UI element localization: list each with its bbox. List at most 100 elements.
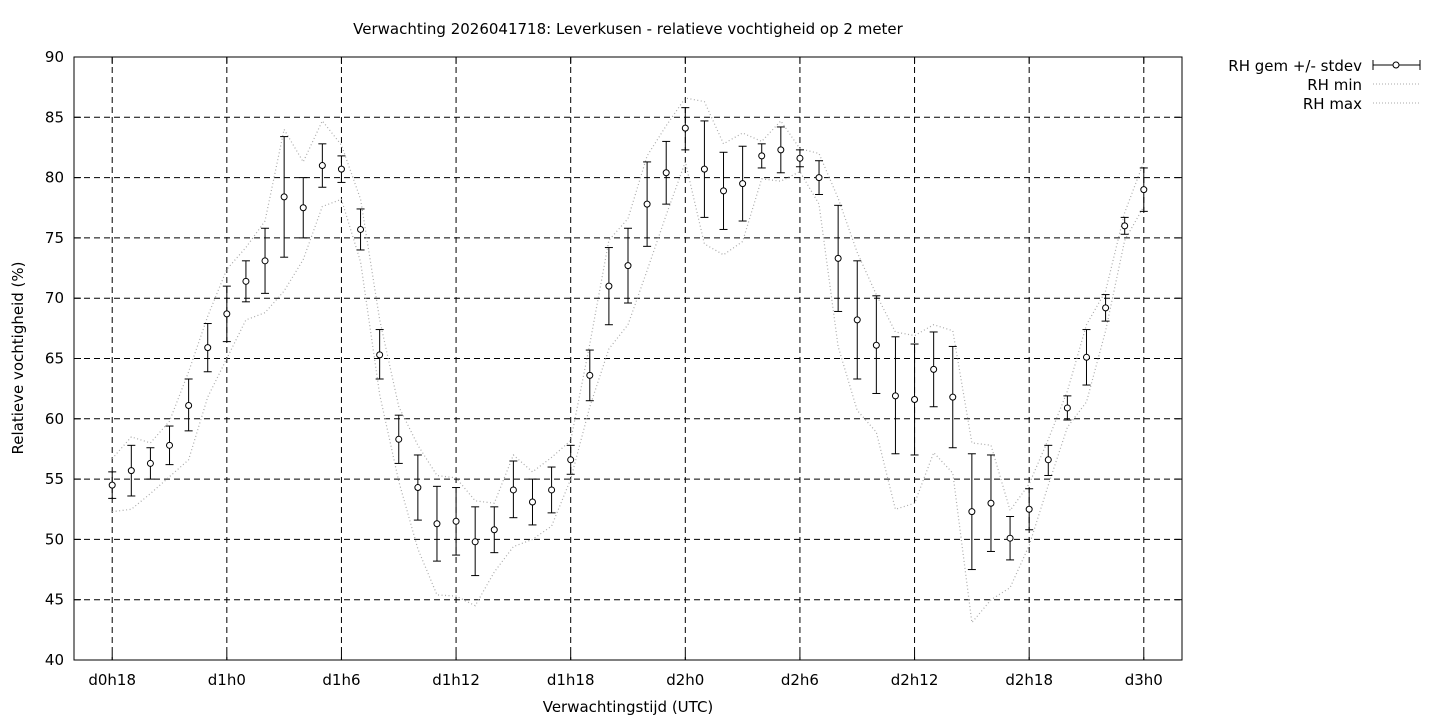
errorbar-point xyxy=(662,140,671,205)
mean-marker xyxy=(452,517,460,525)
mean-marker xyxy=(1121,222,1129,230)
mean-marker xyxy=(968,508,976,516)
legend: RH gem +/- stdev RH min RH max xyxy=(1228,57,1421,113)
y-tick-label: 85 xyxy=(45,108,64,126)
errorbar-point xyxy=(891,336,900,455)
mean-marker xyxy=(1082,353,1090,361)
errorbar-point xyxy=(604,247,613,326)
errorbar-point xyxy=(432,485,441,562)
axis-ticks xyxy=(74,56,1182,661)
mean-marker xyxy=(815,174,823,182)
chart-title: Verwachting 2026041718: Leverkusen - rel… xyxy=(353,20,904,38)
errorbar-point xyxy=(1139,167,1148,212)
mean-marker xyxy=(509,486,517,494)
mean-marker xyxy=(891,392,899,400)
errorbar-point xyxy=(394,414,403,464)
errorbar-point xyxy=(967,453,976,571)
y-tick-label: 80 xyxy=(45,169,64,187)
errorbar-point xyxy=(146,447,155,480)
x-tick-label: d2h12 xyxy=(891,671,939,689)
x-tick-label: d0h18 xyxy=(88,671,136,689)
mean-marker xyxy=(261,257,269,265)
mean-marker xyxy=(166,441,174,449)
errorbar-point xyxy=(528,478,537,526)
mean-marker xyxy=(280,193,288,201)
errorbar-point xyxy=(1063,395,1072,421)
errorbar-point xyxy=(738,145,747,222)
errorbar-point xyxy=(108,471,117,499)
y-tick-label: 55 xyxy=(45,470,64,488)
mean-marker xyxy=(357,225,365,233)
x-tick-label: d3h0 xyxy=(1125,671,1163,689)
errorbar-point xyxy=(643,161,652,247)
errorbar-series xyxy=(108,107,1148,577)
errorbar-point xyxy=(184,378,193,432)
y-tick-label: 50 xyxy=(45,530,64,548)
mean-marker xyxy=(1006,534,1014,542)
errorbar-point xyxy=(853,260,862,380)
x-tick-label: d2h6 xyxy=(781,671,819,689)
mean-marker xyxy=(624,262,632,270)
errorbar-point xyxy=(1025,488,1034,531)
mean-marker xyxy=(662,169,670,177)
errorbar-point xyxy=(356,208,365,251)
errorbar-point xyxy=(241,260,250,303)
mean-marker xyxy=(720,187,728,195)
mean-marker xyxy=(127,467,135,475)
errorbar-point xyxy=(681,107,690,151)
mean-marker xyxy=(1102,304,1110,312)
x-tick-label: d1h0 xyxy=(208,671,246,689)
legend-label-rh-min: RH min xyxy=(1307,76,1362,94)
mean-marker xyxy=(185,402,193,410)
errorbar-point xyxy=(757,143,766,169)
y-tick-label: 75 xyxy=(45,229,64,247)
x-tick-label: d1h6 xyxy=(322,671,360,689)
errorbar-point xyxy=(700,120,709,218)
mean-marker xyxy=(471,538,479,546)
x-tick-label: d1h12 xyxy=(432,671,480,689)
errorbar-point xyxy=(1120,216,1129,235)
errorbar-point xyxy=(471,506,480,577)
mean-marker xyxy=(911,396,919,404)
mean-marker xyxy=(758,152,766,160)
x-tick-label: d2h18 xyxy=(1005,671,1053,689)
mean-marker xyxy=(1025,505,1033,513)
mean-marker xyxy=(834,254,842,262)
errorbar-point xyxy=(490,506,499,554)
errorbar-point xyxy=(1101,294,1110,322)
errorbar-point xyxy=(910,343,919,456)
mean-marker xyxy=(796,154,804,162)
mean-marker xyxy=(987,499,995,507)
x-axis-label: Verwachtingstijd (UTC) xyxy=(543,698,714,716)
y-tick-labels: 40 45 50 55 60 65 70 75 80 85 90 xyxy=(45,48,64,669)
errorbar-point xyxy=(509,460,518,519)
mean-marker xyxy=(204,344,212,352)
mean-marker xyxy=(108,481,116,489)
errorbar-point xyxy=(261,227,270,294)
mean-marker xyxy=(949,393,957,401)
errorbar-point xyxy=(834,204,843,312)
x-tick-label: d1h18 xyxy=(547,671,595,689)
x-tick-labels: d0h18 d1h0 d1h6 d1h12 d1h18 d2h0 d2h6 d2h12 d2h1… xyxy=(88,671,1162,689)
y-axis-label: Relatieve vochtigheid (%) xyxy=(9,261,27,454)
errorbar-point xyxy=(222,285,231,343)
mean-marker xyxy=(433,520,441,528)
mean-marker xyxy=(739,180,747,188)
x-tick-label: d2h0 xyxy=(666,671,704,689)
errorbar-point xyxy=(203,323,212,373)
mean-marker xyxy=(872,341,880,349)
y-tick-label: 70 xyxy=(45,289,64,307)
mean-marker xyxy=(605,282,613,290)
errorbar-point xyxy=(815,160,824,195)
errorbar-point xyxy=(452,487,461,556)
mean-marker xyxy=(223,310,231,318)
y-tick-label: 60 xyxy=(45,410,64,428)
errorbar-point xyxy=(1082,329,1091,386)
errorbar-point xyxy=(1044,444,1053,476)
mean-marker xyxy=(242,277,250,285)
mean-marker xyxy=(567,456,575,464)
mean-marker xyxy=(146,459,154,467)
mean-marker xyxy=(414,484,422,492)
errorbar-point xyxy=(624,227,632,304)
errorbar-point xyxy=(948,345,957,449)
